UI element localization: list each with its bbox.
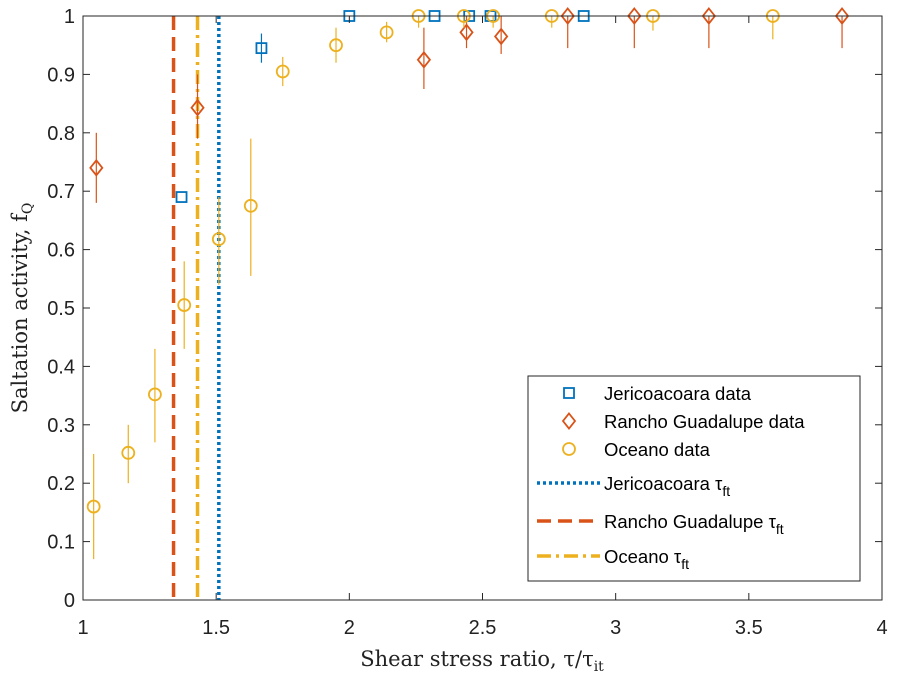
data-point-1-2 <box>416 50 432 69</box>
y-tick-label-5: 0.5 <box>47 298 75 320</box>
y-tick-label-1: 0.1 <box>47 532 75 554</box>
data-point-2-0 <box>86 499 101 514</box>
data-point-0-0 <box>175 191 188 203</box>
data-point-2-6 <box>275 64 290 79</box>
data-point-1-8 <box>834 7 850 25</box>
data-point-2-5 <box>243 198 258 213</box>
axes: 1 1.5 2 2.5 3 3.5 4 0 0.1 0.2 0.3 0.4 0.5 0.6 0.7 0.8 0.… <box>47 6 887 639</box>
x-tick-label-3: 2.5 <box>469 617 497 639</box>
x-tick-label-2: 2 <box>344 617 355 639</box>
data-point-1-6 <box>627 7 642 25</box>
y-tick-label-10: 1 <box>64 6 75 28</box>
data-point-1-0 <box>89 158 104 177</box>
x-tick-label-4: 3 <box>610 617 621 639</box>
y-tick-label-7: 0.7 <box>47 181 75 203</box>
data-point-2-7 <box>329 38 343 53</box>
x-tick-label-1: 1.5 <box>202 617 230 639</box>
y-tick-label-4: 0.4 <box>47 356 75 378</box>
data-point-1-4 <box>493 27 509 46</box>
y-tick-label-6: 0.6 <box>47 240 75 262</box>
legend: Jericoacoara data Rancho Guadalupe data Oc… <box>527 375 861 582</box>
x-tick-label-5: 3.5 <box>735 617 763 639</box>
y-tick-label-8: 0.8 <box>47 123 75 145</box>
y-tick-label-9: 0.9 <box>47 64 75 86</box>
data-point-1-5 <box>560 7 575 25</box>
data-point-1-1 <box>190 98 205 117</box>
data-point-2-4 <box>211 232 226 246</box>
data-point-2-3 <box>177 298 192 312</box>
legend-label-5: Oceano τft <box>604 546 689 572</box>
data-point-2-8 <box>379 25 394 40</box>
legend-marker-2 <box>562 442 576 456</box>
y-axis-label: Saltation activity, fQ <box>8 203 36 414</box>
x-tick-label-0: 1 <box>77 617 88 639</box>
legend-label-1: Rancho Guadalupe data <box>604 411 805 432</box>
legend-label-3: Jericoacoara τft <box>604 473 730 499</box>
x-tick-label-6: 4 <box>876 617 887 639</box>
data-point-2-2 <box>148 387 162 402</box>
data-point-1-7 <box>701 7 717 25</box>
legend-marker-0 <box>563 387 575 399</box>
data-point-0-1 <box>255 42 268 55</box>
x-axis-label: Shear stress ratio, τ/τit <box>360 647 604 675</box>
legend-label-4: Rancho Guadalupe τft <box>604 511 784 537</box>
y-tick-label-0: 0 <box>64 590 75 612</box>
legend-label-0: Jericoacoara data <box>604 383 752 404</box>
y-tick-label-2: 0.2 <box>47 473 75 495</box>
legend-label-2: Oceano data <box>604 439 711 460</box>
legend-box <box>527 375 861 582</box>
legend-marker-1 <box>561 412 577 430</box>
data-point-2-1 <box>121 445 136 460</box>
data-point-1-3 <box>459 23 474 42</box>
y-tick-label-3: 0.3 <box>47 415 75 437</box>
